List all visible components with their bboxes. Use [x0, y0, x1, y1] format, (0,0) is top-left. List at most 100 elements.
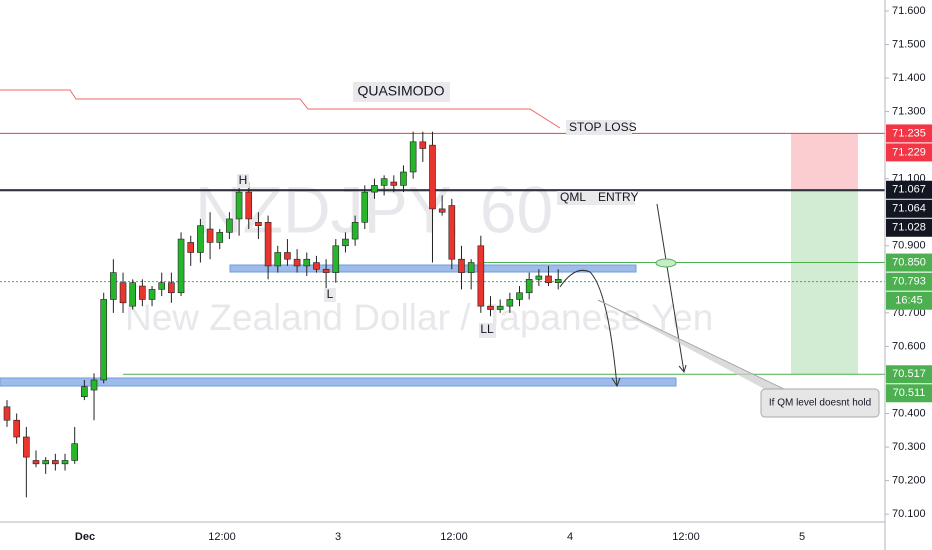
arrow: [559, 269, 618, 387]
label-box: [566, 120, 632, 135]
candle-body: [303, 258, 311, 267]
annotation: QUASIMODO: [357, 83, 444, 99]
candle-body: [206, 228, 214, 243]
candle-body: [467, 262, 475, 273]
candle-body: [506, 299, 514, 307]
price-tag-label: 70.517: [892, 368, 926, 380]
annotation: STOP LOSS: [569, 120, 637, 134]
annotation: L: [327, 287, 334, 301]
price-tag-label: 71.229: [892, 146, 926, 158]
candle-body: [535, 275, 543, 280]
candle-body: [13, 419, 20, 438]
candle-body: [322, 268, 330, 273]
label-box: [237, 174, 249, 188]
price-tag-label: 71.028: [892, 222, 926, 234]
candle-body: [380, 178, 388, 186]
candle-body: [409, 141, 417, 173]
y-tick-label: 70.400: [892, 407, 926, 419]
candle-body: [42, 460, 49, 465]
y-tick-label: 71.300: [892, 106, 926, 118]
candle-body: [235, 191, 243, 220]
candle-body: [351, 222, 359, 240]
y-tick-label: 70.100: [892, 508, 926, 520]
zone: [0, 377, 677, 387]
candle-body: [255, 222, 262, 226]
candle-body: [81, 386, 88, 398]
candle-body: [148, 289, 156, 300]
candle-body: [110, 272, 117, 300]
y-tick-label: 70.300: [892, 441, 926, 453]
price-tag: [886, 180, 932, 199]
candle-body: [32, 460, 40, 465]
price-tag: [886, 143, 932, 162]
candle-body: [419, 141, 427, 149]
candle-body: [342, 238, 349, 247]
annotation: H: [239, 173, 248, 187]
y-tick-label: 71.600: [892, 5, 926, 17]
x-tick-label: 12:00: [208, 531, 236, 543]
candle-body: [100, 299, 107, 381]
annotation: LL: [480, 322, 494, 336]
price-tag: [886, 384, 932, 403]
candle-body: [226, 218, 233, 233]
price-tag-label: 71.235: [892, 127, 926, 139]
zone: [229, 264, 637, 273]
candle-body: [554, 279, 562, 283]
price-tag: [886, 124, 932, 143]
candle-body: [496, 305, 504, 310]
candle-body: [168, 282, 175, 294]
candle-body: [23, 436, 30, 458]
candle-body: [264, 222, 272, 267]
candle-body: [129, 282, 137, 307]
stop-zone: [791, 133, 858, 190]
candle-body: [438, 208, 446, 213]
price-tag-label: 70.511: [893, 387, 926, 399]
callout-text: If QM level doesnt hold: [769, 398, 871, 409]
callout-pointer: [598, 300, 790, 392]
candle-body: [371, 185, 378, 193]
price-tag: [886, 365, 932, 384]
candle-body: [545, 275, 552, 283]
x-tick-label: 12:00: [440, 531, 468, 543]
y-tick-label: 71.500: [892, 38, 926, 50]
candle-body: [487, 305, 494, 310]
indicator-line: [0, 89, 561, 129]
candle-body: [284, 252, 291, 260]
candle-body: [139, 285, 146, 300]
annotation: QML: [560, 190, 586, 204]
arrow-head: [678, 364, 687, 374]
candle-body: [61, 460, 69, 465]
price-tag: [886, 253, 932, 272]
candle-body: [187, 242, 195, 253]
price-tag-label: 71.067: [892, 184, 926, 196]
candle-body: [458, 258, 465, 273]
candle-body: [3, 406, 11, 421]
candle-body: [216, 232, 224, 243]
candle-body: [448, 205, 456, 260]
countdown-tag: [886, 291, 932, 310]
countdown-label: 16:45: [895, 295, 923, 307]
arrow: [656, 203, 685, 373]
candle-body: [119, 282, 127, 304]
y-tick-label: 70.700: [892, 307, 926, 319]
candle-body: [525, 279, 533, 294]
price-tag-label: 70.850: [892, 256, 926, 268]
label-box: [479, 323, 496, 338]
candle-body: [390, 181, 398, 186]
candle-body: [245, 191, 253, 220]
candle-body: [158, 282, 166, 290]
price-tag-label: 70.793: [892, 276, 926, 288]
candle-body: [197, 225, 204, 253]
price-tag: [886, 272, 932, 291]
candle-body: [90, 379, 98, 391]
candle-body: [516, 292, 523, 300]
x-tick-label: 3: [335, 531, 341, 543]
label-box: [557, 191, 635, 205]
price-tag: [886, 218, 932, 237]
label-box: [353, 82, 450, 102]
candle-body: [71, 443, 78, 461]
x-tick-label: 4: [567, 531, 573, 543]
y-tick-label: 71.400: [892, 72, 926, 84]
